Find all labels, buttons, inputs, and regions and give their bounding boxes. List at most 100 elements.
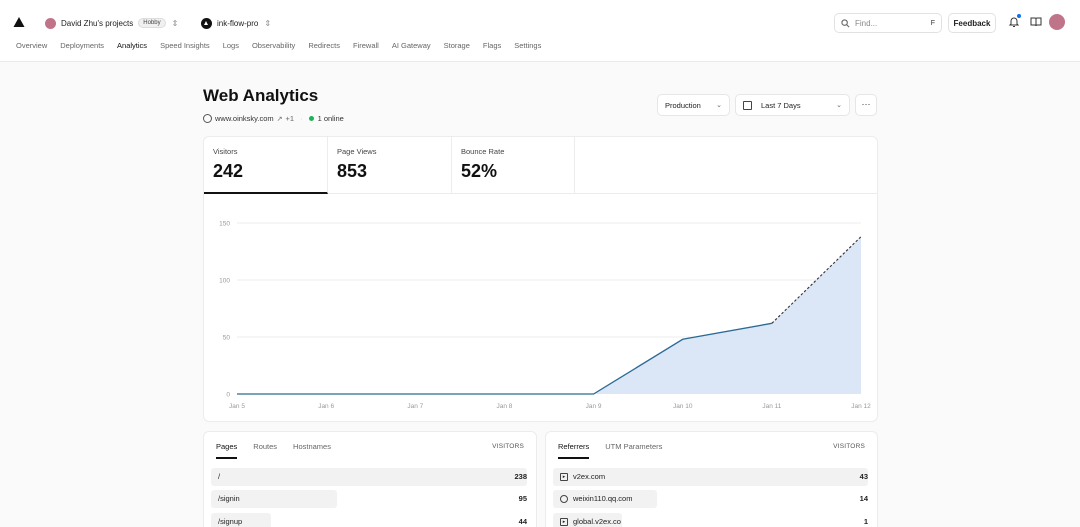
stat-label: Bounce Rate [461,147,505,156]
tab-observability[interactable]: Observability [251,41,296,50]
stat-bounce-rate[interactable]: Bounce Rate 52% [452,137,575,194]
tab-ai-gateway[interactable]: AI Gateway [391,41,431,50]
tab-routes[interactable]: Routes [253,442,278,451]
tab-hostnames[interactable]: Hostnames [293,442,331,451]
column-header: VISITORS [492,443,524,450]
column-header: VISITORS [833,443,865,450]
x-tick-label: Jan 11 [762,403,781,410]
row-value: 14 [859,494,868,503]
tab-referrers[interactable]: Referrers [558,442,590,459]
x-tick-label: Jan 12 [851,403,871,410]
tab-flags[interactable]: Flags [482,41,502,50]
tab-storage[interactable]: Storage [443,41,470,50]
tab-analytics[interactable]: Analytics [117,41,148,50]
tab-utm-parameters[interactable]: UTM Parameters [605,442,663,451]
row-label: /signin [218,494,240,503]
team-name: David Zhu's projects [61,18,134,28]
tab-settings[interactable]: Settings [514,41,542,50]
visitors-chart[interactable]: 0 50 100 150 Jan 5 Jan 6 Jan 7 Jan 8 Jan 9 Jan 10… [204,195,877,421]
y-tick-label: 0 [226,392,230,399]
row-bar [553,513,623,527]
project-icon [201,17,212,29]
domain-line: www.oinksky.com ↗ +1 · 1 online [203,114,344,123]
v2ex-icon: ▸ [560,517,568,526]
list-item[interactable]: ▸ global.v2ex.co 1 [553,513,868,527]
domain-link[interactable]: www.oinksky.com [215,114,274,123]
search-input[interactable]: Find... F [834,13,942,33]
x-tick-label: Jan 9 [586,403,602,410]
row-bar [211,490,338,508]
search-shortcut: F [930,19,935,27]
row-bar [553,468,868,486]
online-dot [308,116,314,121]
notification-dot [1017,14,1021,18]
search-icon [841,18,850,27]
referrers-tabs: Referrers UTM Parameters [558,442,678,459]
vercel-logo-icon[interactable] [13,16,25,28]
row-label: / [218,472,221,481]
chevron-updown-icon: ⇕ [171,18,179,28]
list-item[interactable]: weixin110.qq.com 14 [553,490,868,508]
list-item[interactable]: / 238 [211,468,527,486]
tab-overview[interactable]: Overview [16,41,48,50]
list-item[interactable]: ▸ v2ex.com 43 [553,468,868,486]
list-item[interactable]: /signup 44 [211,513,527,527]
row-label: global.v2ex.co [573,517,621,526]
plan-badge: Hobby [138,18,166,28]
y-tick-label: 50 [223,335,231,342]
book-icon[interactable] [1030,16,1042,28]
x-tick-label: Jan 7 [407,403,423,410]
project-switcher[interactable]: ink-flow-pro ⇕ [201,15,271,31]
x-tick-label: Jan 5 [229,403,245,410]
tab-deployments[interactable]: Deployments [60,41,105,50]
row-bar [211,468,527,486]
tab-firewall[interactable]: Firewall [353,41,379,50]
stat-page-views[interactable]: Page Views 853 [328,137,452,194]
x-tick-label: Jan 10 [673,403,693,410]
chevron-updown-icon: ⇕ [264,18,272,28]
stat-label: Visitors [213,147,238,156]
domain-extra[interactable]: +1 [285,114,295,123]
page-title: Web Analytics [203,86,319,105]
external-link-icon[interactable]: ↗ [276,115,283,123]
row-bar [553,490,657,508]
analytics-card: Visitors 242 Page Views 853 Bounce Rate … [203,136,878,422]
tab-logs[interactable]: Logs [222,41,239,50]
globe-icon [560,494,568,503]
row-value: 95 [518,494,527,503]
x-tick-label: Jan 8 [496,403,512,410]
stat-spacer [575,137,877,194]
row-value: 238 [514,472,527,481]
project-name: ink-flow-pro [217,18,259,28]
row-value: 43 [859,472,868,481]
tab-speed-insights[interactable]: Speed Insights [160,41,210,50]
tab-redirects[interactable]: Redirects [308,41,340,50]
row-value: 44 [518,517,527,526]
list-item[interactable]: /signin 95 [211,490,527,508]
x-tick-label: Jan 6 [318,403,334,410]
online-count: 1 online [317,114,344,123]
stat-value: 242 [213,161,244,181]
y-tick-label: 150 [219,221,230,228]
bell-icon[interactable] [1008,16,1020,28]
environment-value: Production [665,100,701,110]
stat-value: 52% [461,161,498,181]
y-tick-label: 100 [219,278,230,285]
more-options-button[interactable]: ··· [855,94,877,116]
feedback-button[interactable]: Feedback [948,13,996,33]
chevron-down-icon: ⌄ [836,102,842,109]
team-avatar [45,17,56,29]
user-avatar[interactable] [1049,14,1065,30]
project-nav: Overview Deployments Analytics Speed Ins… [16,41,554,57]
row-label: v2ex.com [573,472,606,481]
date-range-select[interactable]: Last 7 Days ⌄ [735,94,850,116]
row-label: /signup [218,517,243,526]
pages-panel: Pages Routes Hostnames VISITORS / 238 /s… [203,431,537,527]
team-switcher[interactable]: David Zhu's projects Hobby ⇕ [45,15,178,31]
stat-visitors[interactable]: Visitors 242 [204,137,328,194]
tab-pages[interactable]: Pages [216,442,238,459]
chevron-down-icon: ⌄ [716,102,722,109]
series-line [237,322,772,395]
row-label: weixin110.qq.com [573,494,633,503]
environment-select[interactable]: Production ⌄ [657,94,730,116]
